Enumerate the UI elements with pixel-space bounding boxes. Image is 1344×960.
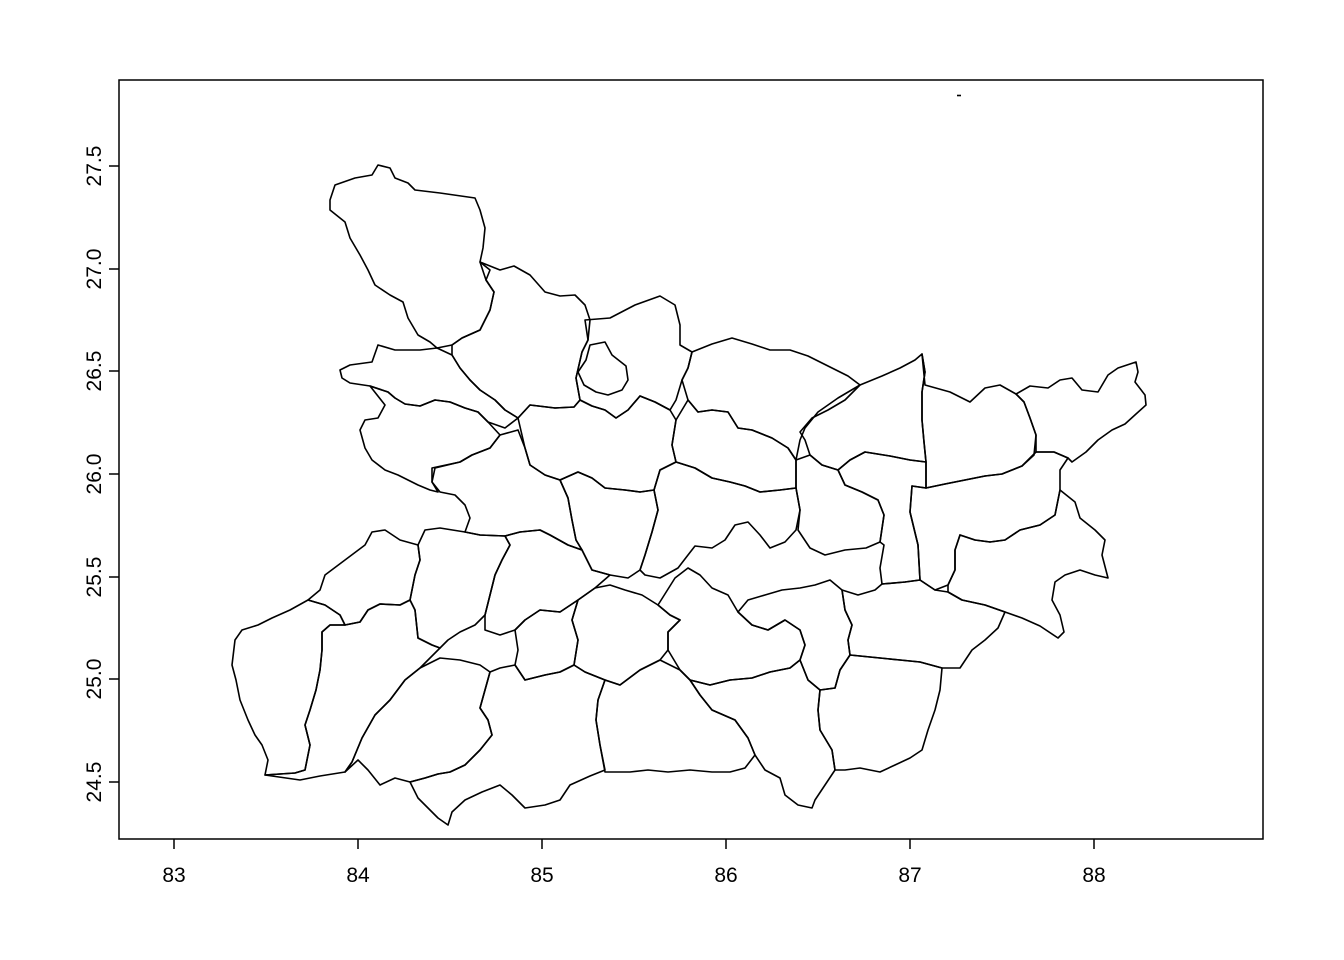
district-boundary: [339, 344, 519, 429]
y-tick-label: 27.0: [83, 249, 106, 290]
district-boundary: [344, 657, 493, 786]
district-boundary: [841, 579, 1006, 669]
district-boundary: [689, 659, 836, 809]
x-axis: 83 84 85 86 87 88: [162, 839, 1106, 887]
district-boundary: [451, 261, 591, 419]
district-boundary: [639, 461, 801, 579]
district-boundary: [264, 599, 441, 781]
district-boundary: [577, 341, 629, 396]
x-tick-label: 86: [714, 864, 737, 887]
x-tick-label: 84: [346, 864, 370, 887]
x-tick-label: 85: [530, 864, 553, 887]
district-boundary: [307, 529, 421, 626]
district-boundary: [575, 295, 693, 419]
district-boundary: [671, 399, 797, 493]
y-tick-label: 25.5: [83, 557, 106, 598]
district-boundary: [595, 659, 756, 773]
district-boundary: [795, 454, 885, 556]
district-boundary: [431, 429, 583, 551]
y-axis: 24.5 25.0 25.5 26.0 26.5 27.0 27.5: [83, 146, 119, 803]
y-tick-label: 25.0: [83, 659, 106, 700]
district-boundary: [359, 385, 501, 493]
x-tick-label: 83: [162, 864, 185, 887]
district-boundary: [737, 579, 853, 691]
district-boundary: [409, 664, 606, 826]
district-boundary: [329, 164, 495, 349]
x-tick-label: 87: [898, 864, 921, 887]
x-tick-label: 88: [1082, 864, 1105, 887]
district-boundary: [657, 567, 806, 686]
district-boundary: [1015, 361, 1147, 463]
district-boundary: [909, 451, 1069, 591]
plot-frame: [118, 79, 1264, 840]
district-boundaries: [231, 164, 1147, 826]
y-tick-label: 27.5: [83, 146, 106, 187]
district-boundary: [817, 654, 943, 773]
district-boundary: [517, 395, 677, 493]
district-boundary: [837, 451, 927, 585]
y-tick-label: 26.5: [83, 351, 106, 392]
y-tick-label: 26.0: [83, 454, 106, 495]
district-boundary: [409, 527, 511, 649]
district-boundary: [947, 489, 1109, 639]
y-tick-label: 24.5: [83, 762, 106, 803]
district-boundary: [571, 584, 681, 686]
district-boundary: [484, 529, 611, 636]
district-boundary: [681, 337, 861, 461]
